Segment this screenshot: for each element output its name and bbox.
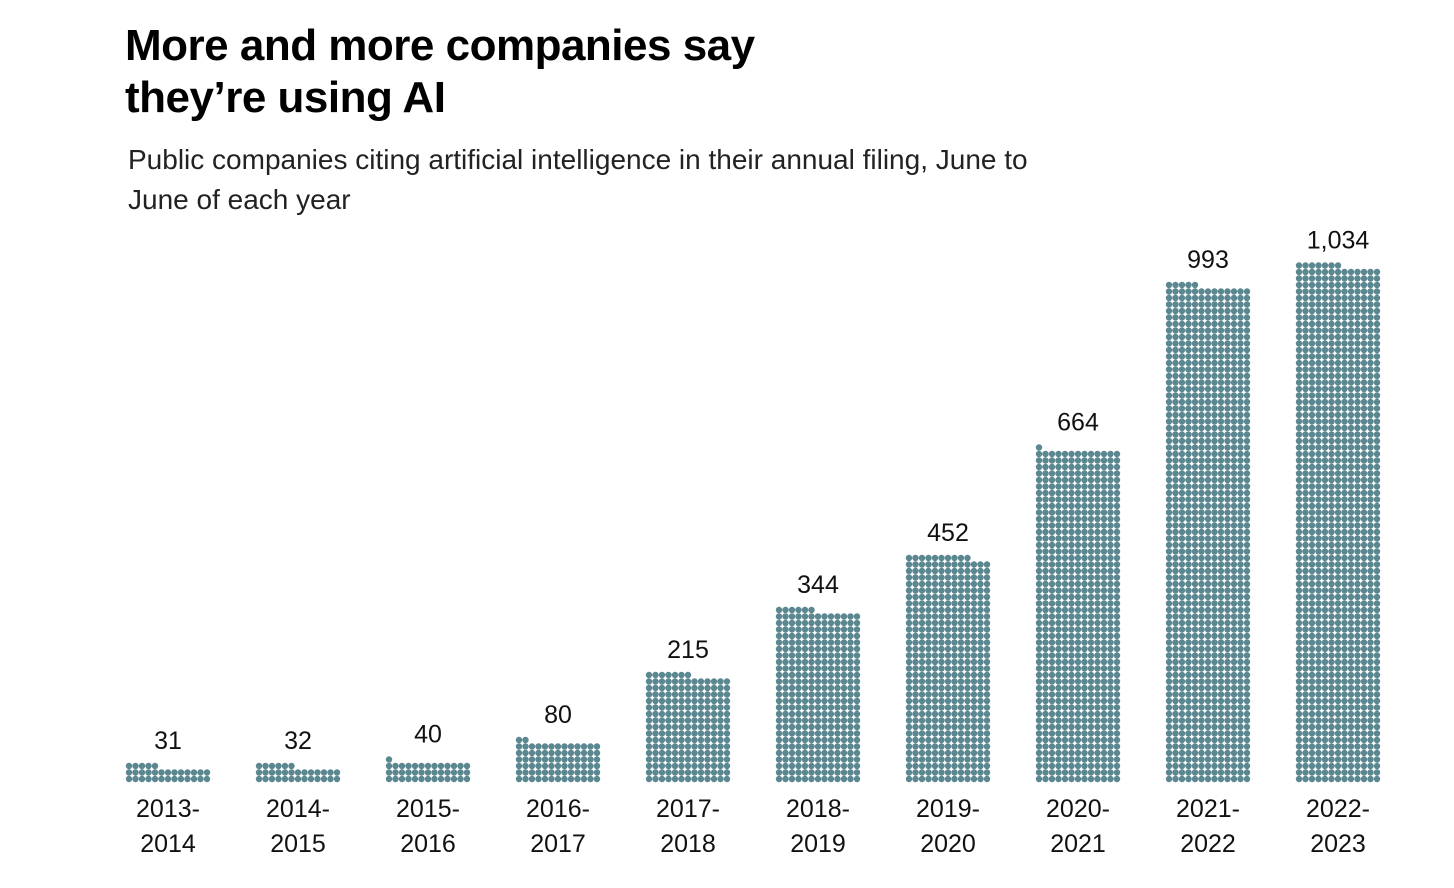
bar-2022-2023 (1295, 262, 1381, 783)
x-tick-label-2014-2015-line1: 2014- (266, 795, 330, 823)
x-tick-label-2013-2014-line2: 2014 (140, 830, 196, 858)
data-label-2017-2018: 215 (667, 636, 709, 664)
x-tick-label-2017-2018-line2: 2018 (660, 830, 716, 858)
bar-2013-2014 (125, 762, 211, 783)
data-label-2013-2014: 31 (154, 727, 182, 755)
data-label-2022-2023: 1,034 (1307, 226, 1370, 254)
x-tick-label-2019-2020-line1: 2019- (916, 795, 980, 823)
data-label-2018-2019: 344 (797, 571, 839, 599)
x-tick-label-2015-2016-line1: 2015- (396, 795, 460, 823)
bar-2021-2022 (1165, 281, 1251, 783)
x-tick-label-2020-2021-line1: 2020- (1046, 795, 1110, 823)
x-tick-label-2014-2015-line2: 2015 (270, 830, 326, 858)
chart-title: More and more companies say they’re usin… (125, 21, 755, 122)
bar-2015-2016 (385, 756, 471, 783)
x-tick-label-2021-2022-line1: 2021- (1176, 795, 1240, 823)
x-tick-label-2022-2023-line2: 2023 (1310, 830, 1366, 858)
x-tick-label-2022-2023-line1: 2022- (1306, 795, 1370, 823)
data-label-2015-2016: 40 (414, 720, 442, 748)
x-tick-label-2021-2022-line2: 2022 (1180, 830, 1236, 858)
x-tick-label-2016-2017-line1: 2016- (526, 795, 590, 823)
x-tick-label-2019-2020-line2: 2020 (920, 830, 976, 858)
x-tick-label-2018-2019-line1: 2018- (786, 795, 850, 823)
data-label-2020-2021: 664 (1057, 408, 1099, 436)
bar-2019-2020 (905, 554, 991, 783)
data-label-2021-2022: 993 (1187, 246, 1229, 274)
bar-2014-2015 (255, 762, 341, 783)
bar-2016-2017 (515, 736, 601, 783)
x-tick-label-2017-2018-line1: 2017- (656, 795, 720, 823)
data-label-2019-2020: 452 (927, 519, 969, 547)
x-tick-label-2018-2019-line2: 2019 (790, 830, 846, 858)
bar-2017-2018 (645, 671, 731, 783)
data-label-2016-2017: 80 (544, 701, 572, 729)
x-tick-label-2013-2014-line1: 2013- (136, 795, 200, 823)
x-tick-label-2015-2016-line2: 2016 (400, 830, 456, 858)
bar-2018-2019 (775, 606, 861, 783)
bar-2020-2021 (1035, 444, 1121, 783)
x-tick-label-2016-2017-line2: 2017 (530, 830, 586, 858)
data-label-2014-2015: 32 (284, 727, 312, 755)
chart-subtitle: Public companies citing artificial intel… (128, 144, 1028, 215)
x-tick-label-2020-2021-line2: 2021 (1050, 830, 1106, 858)
